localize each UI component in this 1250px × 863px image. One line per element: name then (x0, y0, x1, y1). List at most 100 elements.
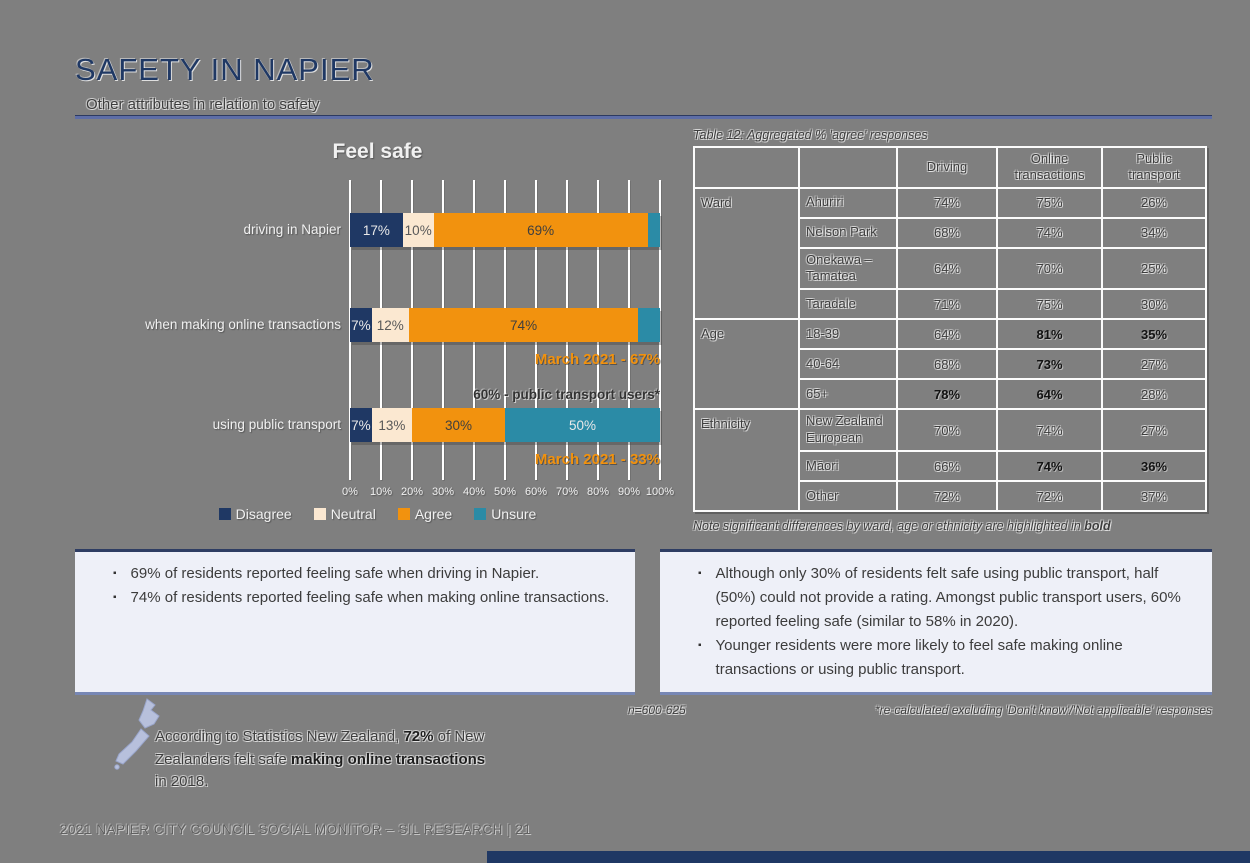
category-label-driving: driving in Napier (243, 222, 341, 237)
table-row: Other 72% 72% 37% (694, 480, 1207, 513)
bar-segment-agree: 69% (433, 213, 648, 247)
value-cell: 73% (996, 348, 1103, 381)
recalc-note: *re-calculated excluding 'Don't know'/'N… (875, 703, 1212, 717)
value-cell: 37% (1101, 480, 1207, 513)
sample-size-note: n=600-625 (628, 703, 686, 717)
legend-label: Disagree (235, 506, 292, 522)
value-cell: 74% (996, 408, 1103, 453)
column-header: Driving (896, 146, 998, 189)
value-cell: 74% (896, 186, 998, 219)
results-table: Driving Online transactions Public transpo… (693, 146, 1207, 513)
legend-label: Unsure (491, 506, 537, 522)
list-item-text: Although only 30% of residents felt safe… (715, 565, 1181, 630)
list-item: ▪ Younger residents were more likely to f… (674, 634, 1194, 682)
annotation-march-2021-online: March 2021 - 67% (534, 351, 660, 368)
value-cell: 27% (1101, 348, 1207, 381)
table-row: Taradale 71% 75% 30% (694, 288, 1207, 321)
bar-segment-neutral: 10% (402, 213, 434, 247)
feel-safe-chart: Feel safe 17% 10% 69% 7% 12% 74% 7% 13% 30% 50% d… (95, 140, 674, 535)
table-body: Ward Ahuriri 74% 75% 26% Nelson Park 68% 74% 34%… (693, 186, 1207, 513)
legend-item: Disagree (218, 506, 292, 522)
statsnz-callout: According to Statistics New Zealand, 72%… (155, 726, 489, 794)
tick-label: 20% (400, 486, 424, 498)
plot-area: 17% 10% 69% 7% 12% 74% 7% 13% 30% 50% (349, 180, 661, 480)
legend-item: Neutral (313, 506, 376, 522)
value-cell: 64% (896, 246, 998, 291)
table-note: Note significant differences by ward, ag… (693, 519, 1111, 534)
bar-segment-disagree: 7% (350, 308, 372, 342)
page-subtitle: Other attributes in relation to safety (86, 96, 320, 113)
value-cell: 66% (896, 450, 998, 483)
subgroup-cell: 18-39 (798, 318, 898, 351)
bar-label: 12% (376, 317, 404, 333)
corner-cell (798, 146, 898, 189)
tick-label: 100% (645, 486, 675, 498)
bar-row: 7% 12% 74% (350, 308, 660, 342)
insights-right-box: ▪ Although only 30% of residents felt saf… (660, 549, 1212, 695)
header-divider (75, 116, 1212, 119)
chart-legend: Disagree Neutral Agree Unsure (95, 506, 660, 522)
bar-label: 13% (378, 417, 406, 433)
value-cell: 70% (896, 408, 998, 453)
x-axis-ticks: 0% 10% 20% 30% 40% 50% 60% 70% 80% 90% 100% (342, 486, 674, 500)
table-row: Ethnicity New Zealand European 70% 74% 27% (693, 408, 1207, 513)
bottom-accent-bar (487, 851, 1250, 863)
value-cell: 34% (1101, 216, 1207, 249)
tick-label: 30% (431, 486, 455, 498)
value-cell: 71% (896, 288, 998, 321)
table-row: 65+ 78% 64% 28% (694, 378, 1207, 411)
column-header: Online transactions (996, 146, 1103, 189)
list-item: ▪ Although only 30% of residents felt saf… (674, 562, 1194, 634)
value-cell: 25% (1101, 246, 1207, 291)
subgroup-cell: 65+ (798, 378, 898, 411)
subgroup-cell: Taradale (798, 288, 898, 321)
bar-segment-disagree: 17% (350, 213, 403, 247)
value-cell: 72% (996, 480, 1103, 513)
category-label-public-transport: using public transport (212, 417, 341, 432)
annotation-march-2021-transport: March 2021 - 33% (534, 451, 660, 468)
bar-row: 7% 13% 30% 50% (350, 408, 660, 442)
bar-segment-unsure (647, 213, 660, 247)
tick-label: 60% (524, 486, 548, 498)
value-cell: 68% (896, 348, 998, 381)
insights-left-list: ▪ 69% of residents reported feeling safe … (89, 562, 617, 610)
bullet-icon: ▪ (113, 568, 117, 579)
legend-swatch (313, 508, 326, 520)
value-cell: 68% (896, 216, 998, 249)
value-cell: 30% (1101, 288, 1207, 321)
value-cell: 70% (996, 246, 1103, 291)
callout-segment: of New Zealanders felt safe (155, 728, 485, 768)
bullet-icon: ▪ (113, 592, 117, 603)
tick-label: 50% (493, 486, 517, 498)
value-cell: 35% (1101, 318, 1207, 351)
subgroup-cell: Other (798, 480, 898, 513)
group-cell: Ethnicity (693, 408, 800, 513)
bar-label: 7% (351, 417, 371, 433)
group-cell: Age (693, 318, 800, 411)
table-caption: Table 12: Aggregated % 'agree' responses (693, 128, 928, 142)
value-cell: 74% (996, 216, 1103, 249)
value-cell: 75% (996, 288, 1103, 321)
list-item-text: Younger residents were more likely to fe… (715, 637, 1123, 678)
value-cell: 27% (1101, 408, 1207, 453)
subgroup-cell: 40-64 (798, 348, 898, 381)
value-cell: 72% (896, 480, 998, 513)
bar-row: 17% 10% 69% (350, 213, 660, 247)
tick-label: 10% (369, 486, 393, 498)
bar-segment-disagree: 7% (350, 408, 372, 442)
callout-segment: According to Statistics New Zealand, (155, 728, 404, 745)
callout-segment: 72% (403, 728, 434, 745)
gridline (659, 180, 661, 480)
value-cell: 78% (896, 378, 998, 411)
tick-label: 0% (342, 486, 358, 498)
value-cell: 81% (996, 318, 1103, 351)
insights-right-list: ▪ Although only 30% of residents felt saf… (674, 562, 1194, 682)
table-row: Māori 66% 74% 36% (694, 450, 1207, 483)
bar-segment-agree: 30% (411, 408, 505, 442)
bar-label: 69% (527, 222, 555, 238)
subgroup-cell: Nelson Park (798, 216, 898, 249)
bar-segment-unsure (638, 308, 660, 342)
legend-item: Agree (397, 506, 453, 522)
tick-label: 80% (586, 486, 610, 498)
legend-label: Agree (414, 506, 453, 522)
